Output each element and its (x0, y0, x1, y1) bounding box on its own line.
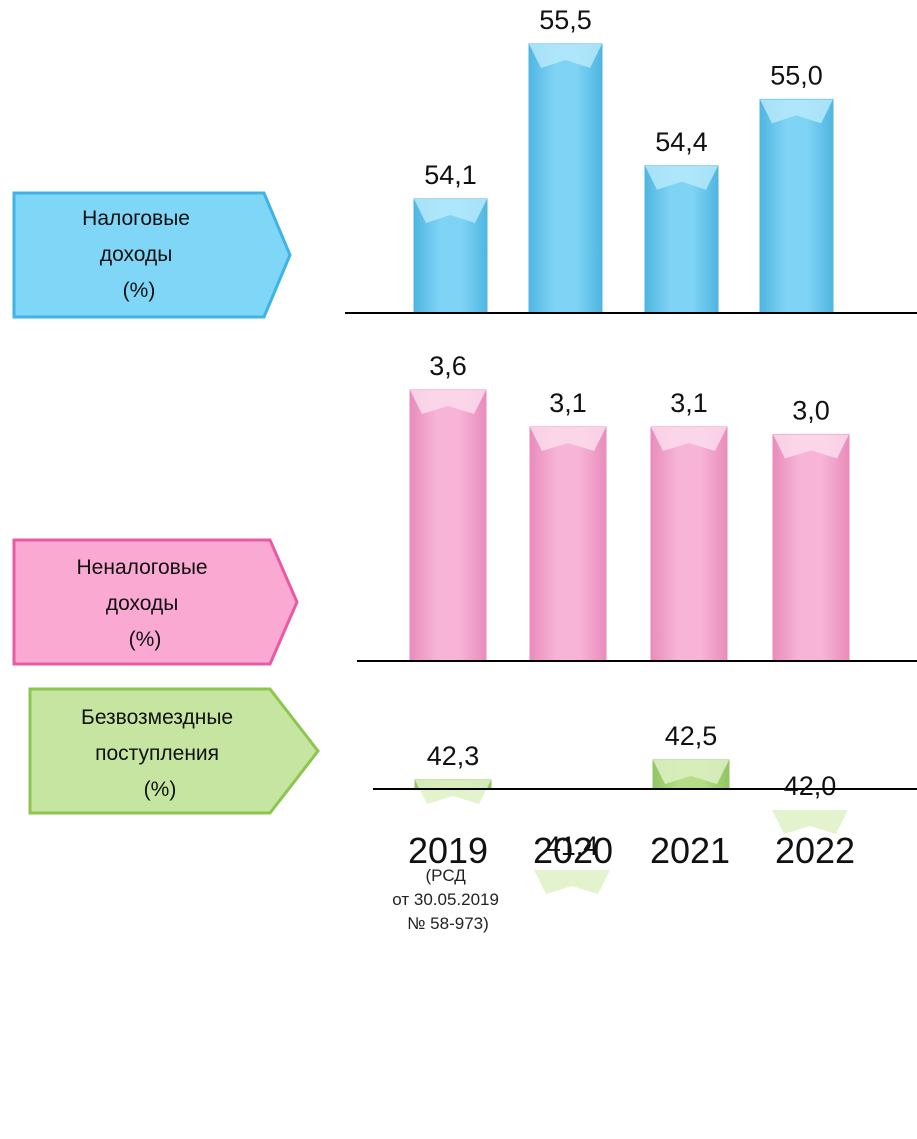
year-label-2021: 2021 (650, 830, 730, 871)
bars-nontax-revenue: 3,6 3,1 3,1 3,0 (409, 351, 850, 662)
value-label-2019: 42,3 (427, 741, 480, 771)
bars-gratuitous-receipts: 42,3 41,4 42,5 42,0 (414, 721, 848, 894)
value-label-2020: 55,5 (539, 5, 592, 35)
bar-bevel-2021 (645, 165, 718, 190)
bar-bevel-2021 (653, 760, 729, 784)
bar-2022 (759, 98, 834, 314)
year-2019-note: (РСД от 30.05.2019 № 58-973) (392, 866, 503, 933)
label-arrow-gratuitous (28, 687, 320, 815)
bar-2022 (772, 433, 850, 662)
bar-bevel-2022 (772, 810, 848, 834)
x-axis: 2019 2020 2021 2022 (РСД от 30.05.2019 №… (392, 830, 855, 933)
value-label-2022: 55,0 (770, 60, 823, 90)
label-arrow-nontax (12, 538, 299, 666)
label-tax-line-2: доходы (100, 243, 173, 266)
value-label-2019: 3,6 (429, 351, 467, 381)
bar-bevel-2019 (414, 199, 487, 223)
panel-nontax-revenue: Неналоговые доходы (%) 3,6 3,1 3,1 3,0 (12, 351, 917, 666)
bar-bevel-2022 (760, 99, 833, 124)
label-gratuitous-line-1: Безвозмездные (81, 706, 233, 729)
year-label-2019: 2019 (408, 830, 488, 871)
year-label-2022: 2022 (775, 830, 855, 871)
bars-tax-revenue: 54,1 55,5 54,4 55,0 (413, 5, 834, 314)
panel-tax-revenue: Налоговые доходы (%) 54,1 55,5 54,4 55,0 (12, 5, 917, 319)
year-label-2020: 2020 (533, 830, 613, 871)
bar-bevel-2019 (410, 390, 486, 414)
bar-2021 (644, 165, 719, 314)
panel-gratuitous-receipts: Безвозмездные поступления (%) 42,341,442… (28, 687, 917, 894)
bar-2019 (409, 389, 487, 662)
note-line-3: № 58-973) (407, 914, 489, 933)
note-line-2: от 30.05.2019 (392, 890, 499, 909)
label-arrow-tax (12, 191, 292, 319)
value-label-2022: 3,0 (792, 395, 830, 425)
bar-2020 (529, 426, 607, 662)
bar-bevel-2019 (415, 780, 491, 804)
label-gratuitous-line-3: (%) (144, 778, 177, 801)
value-label-2020: 41,4 (546, 831, 599, 861)
value-label-2021: 42,5 (665, 721, 718, 751)
label-gratuitous-receipts: Безвозмездные поступления (%) (81, 706, 239, 801)
note-line-1: (РСД (426, 866, 467, 885)
bar-2020 (528, 43, 603, 314)
label-nontax-line-2: доходы (106, 592, 179, 615)
label-tax-line-1: Налоговые (82, 207, 190, 230)
label-nontax-line-3: (%) (129, 628, 162, 651)
bar-bevel-2021 (651, 427, 727, 451)
value-label-2021: 54,4 (655, 127, 708, 157)
bar-bevel-2022 (773, 434, 849, 459)
bar-bevel-2020 (530, 427, 606, 451)
label-nontax-line-1: Неналоговые (77, 556, 208, 579)
label-tax-revenue: Налоговые доходы (%) (82, 207, 196, 302)
value-label-2022: 42,0 (784, 771, 837, 801)
label-tax-line-3: (%) (123, 279, 156, 302)
value-label-2021: 3,1 (670, 388, 708, 418)
bar-bevel-2020 (529, 44, 602, 68)
value-label-2020: 3,1 (549, 388, 587, 418)
bar-bevel-2020 (534, 870, 610, 894)
label-gratuitous-line-2: поступления (95, 742, 219, 765)
bar-2021 (650, 426, 728, 662)
value-label-2019: 54,1 (424, 160, 477, 190)
label-nontax-revenue: Неналоговые доходы (%) (77, 556, 214, 651)
